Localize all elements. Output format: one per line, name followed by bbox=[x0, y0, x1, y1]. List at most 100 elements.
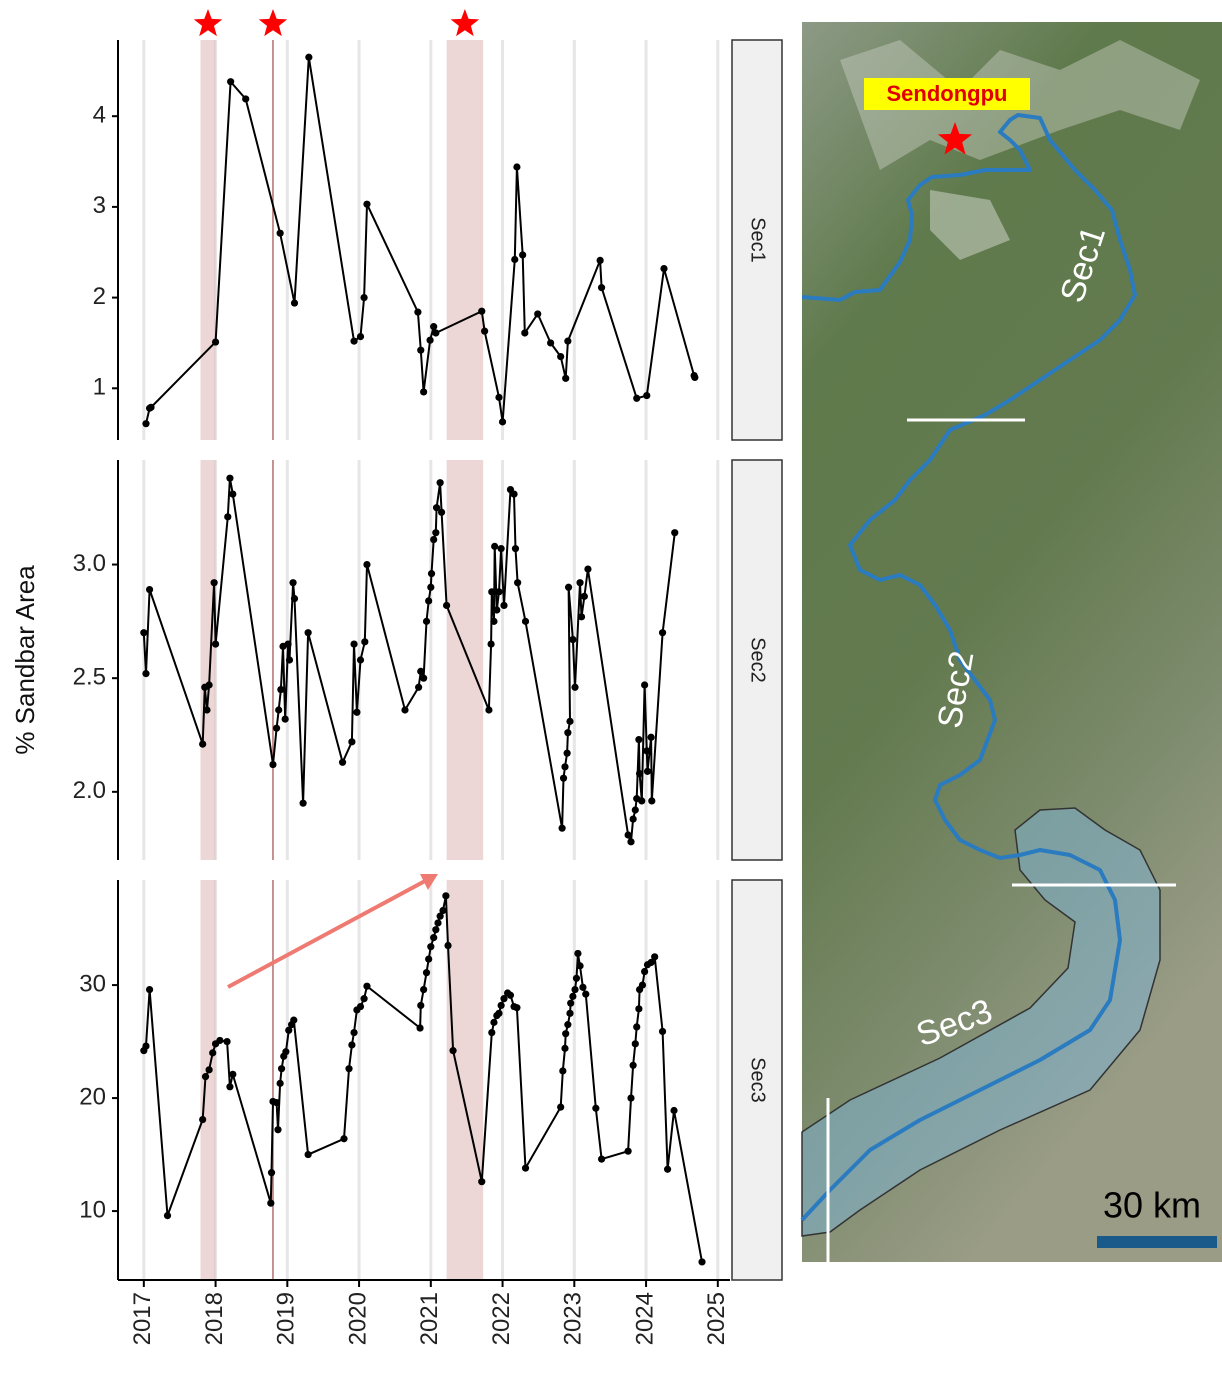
data-point bbox=[305, 629, 312, 636]
data-point bbox=[485, 706, 492, 713]
data-point bbox=[641, 681, 648, 688]
data-point bbox=[488, 588, 495, 595]
data-point bbox=[597, 257, 604, 264]
data-point bbox=[625, 1148, 632, 1155]
data-point bbox=[493, 606, 500, 613]
data-point bbox=[277, 686, 284, 693]
data-point bbox=[574, 950, 581, 957]
series-line bbox=[144, 478, 675, 842]
data-point bbox=[576, 962, 583, 969]
data-point bbox=[363, 561, 370, 568]
event-star bbox=[259, 9, 288, 36]
data-point bbox=[566, 1010, 573, 1017]
data-point bbox=[562, 375, 569, 382]
data-point bbox=[290, 1017, 297, 1024]
data-point bbox=[639, 981, 646, 988]
site-label: Sendongpu bbox=[887, 81, 1008, 106]
data-point bbox=[630, 1062, 637, 1069]
data-point bbox=[415, 684, 422, 691]
data-point bbox=[142, 670, 149, 677]
y-tick-label: 10 bbox=[79, 1196, 106, 1223]
x-tick-label: 2020 bbox=[344, 1292, 371, 1345]
data-point bbox=[522, 618, 529, 625]
data-point bbox=[142, 1043, 149, 1050]
data-point bbox=[534, 310, 541, 317]
panel: 1234Sec1 bbox=[93, 9, 782, 440]
data-point bbox=[633, 1023, 640, 1030]
y-axis-title: % Sandbar Area bbox=[10, 565, 40, 755]
data-point bbox=[423, 969, 430, 976]
facet-label: Sec1 bbox=[747, 217, 769, 263]
y-tick-label: 20 bbox=[79, 1083, 106, 1110]
data-point bbox=[659, 1028, 666, 1035]
map: Sendongpu Sec1 Sec2 Sec3 30 km bbox=[802, 22, 1222, 1262]
data-point bbox=[664, 1166, 671, 1173]
y-tick-label: 2.0 bbox=[73, 777, 106, 804]
data-point bbox=[284, 640, 291, 647]
data-point bbox=[209, 1049, 216, 1056]
data-point bbox=[147, 404, 154, 411]
data-point bbox=[216, 1037, 223, 1044]
data-point bbox=[510, 490, 517, 497]
y-tick-label: 3.0 bbox=[73, 550, 106, 577]
data-point bbox=[339, 759, 346, 766]
data-point bbox=[427, 584, 434, 591]
data-point bbox=[437, 479, 444, 486]
data-point bbox=[578, 613, 585, 620]
data-point bbox=[562, 1030, 569, 1037]
data-point bbox=[348, 738, 355, 745]
x-tick-label: 2024 bbox=[631, 1292, 658, 1345]
trend-arrow bbox=[228, 874, 438, 987]
data-point bbox=[438, 509, 445, 516]
scale-label: 30 km bbox=[1103, 1185, 1201, 1226]
data-point bbox=[644, 768, 651, 775]
facet-label: Sec3 bbox=[747, 1057, 769, 1103]
data-point bbox=[224, 513, 231, 520]
data-point bbox=[432, 529, 439, 536]
data-point bbox=[514, 579, 521, 586]
data-point bbox=[226, 1083, 233, 1090]
data-point bbox=[430, 323, 437, 330]
data-point bbox=[488, 1029, 495, 1036]
data-point bbox=[691, 374, 698, 381]
data-point bbox=[635, 736, 642, 743]
data-point bbox=[212, 640, 219, 647]
data-point bbox=[439, 907, 446, 914]
data-point bbox=[140, 629, 147, 636]
x-tick-label: 2021 bbox=[416, 1292, 443, 1345]
data-point bbox=[350, 640, 357, 647]
y-tick-label: 2 bbox=[93, 283, 106, 310]
data-point bbox=[417, 347, 424, 354]
y-tick-label: 4 bbox=[93, 102, 106, 129]
x-tick-label: 2019 bbox=[273, 1292, 300, 1345]
data-point bbox=[560, 775, 567, 782]
data-point bbox=[361, 638, 368, 645]
data-point bbox=[291, 595, 298, 602]
event-star bbox=[194, 9, 223, 36]
data-point bbox=[561, 1045, 568, 1052]
figure: Sendongpu Sec1 Sec2 Sec3 30 km 1234Sec12… bbox=[0, 0, 1222, 1376]
event-band bbox=[201, 460, 216, 860]
data-point bbox=[275, 706, 282, 713]
data-point bbox=[273, 1099, 280, 1106]
x-tick-label: 2017 bbox=[129, 1292, 156, 1345]
data-point bbox=[632, 1040, 639, 1047]
data-point bbox=[146, 986, 153, 993]
data-point bbox=[698, 1258, 705, 1265]
data-point bbox=[670, 1107, 677, 1114]
data-point bbox=[571, 684, 578, 691]
data-point bbox=[291, 299, 298, 306]
data-point bbox=[363, 201, 370, 208]
data-point bbox=[289, 579, 296, 586]
data-point bbox=[498, 545, 505, 552]
data-point bbox=[269, 761, 276, 768]
data-point bbox=[142, 420, 149, 427]
data-point bbox=[495, 588, 502, 595]
data-point bbox=[300, 800, 307, 807]
data-point bbox=[630, 815, 637, 822]
data-point bbox=[242, 95, 249, 102]
data-point bbox=[212, 338, 219, 345]
data-point bbox=[498, 1002, 505, 1009]
data-point bbox=[566, 718, 573, 725]
data-point bbox=[277, 1080, 284, 1087]
